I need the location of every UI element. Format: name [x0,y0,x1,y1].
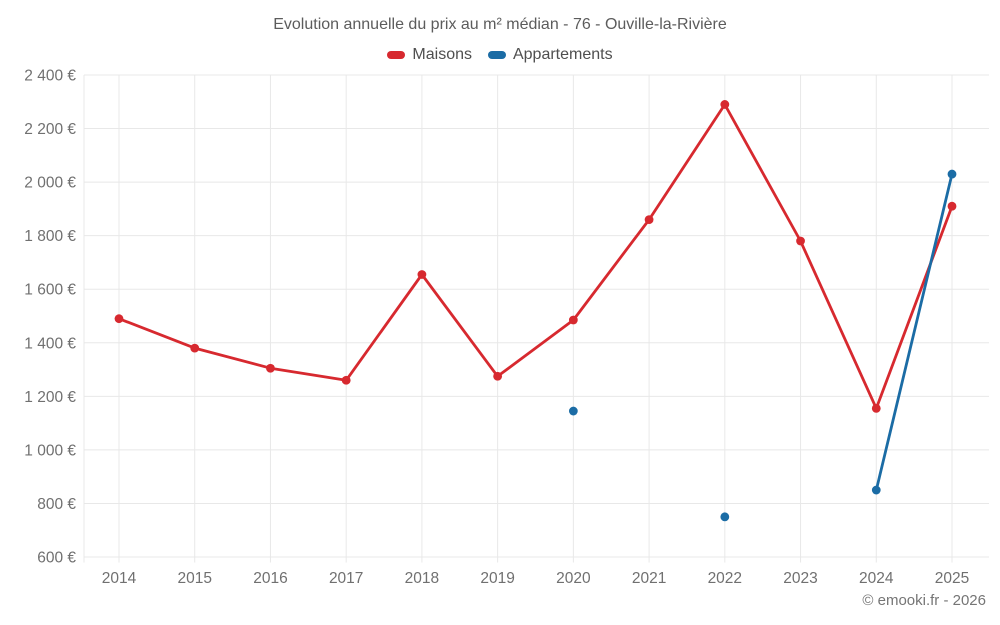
data-point-maisons-2023[interactable] [796,236,805,246]
data-point-appartements-2024[interactable] [871,485,881,495]
data-point-appartements-2022[interactable] [720,512,730,522]
data-point-appartements-2025[interactable] [947,169,957,179]
data-point-maisons-2019[interactable] [493,371,503,381]
chart-legend: Maisons Appartements [0,46,1000,64]
x-axis-tick-label: 2015 [177,570,211,587]
data-point-maisons-2025[interactable] [947,201,957,211]
y-axis-tick-label: 1 000 € [24,442,76,459]
y-axis-tick-label: 2 200 € [24,121,76,138]
data-point-maisons-2017[interactable] [341,375,351,385]
data-point-maisons-2022[interactable] [720,100,730,109]
legend-item-maisons[interactable]: Maisons [387,46,472,64]
x-axis-tick-label: 2020 [556,570,591,587]
x-axis-tick-label: 2014 [102,570,137,587]
data-point-maisons-2016[interactable] [266,363,275,373]
legend-label-appartements: Appartements [512,46,613,63]
data-point-maisons-2021[interactable] [644,215,654,225]
legend-item-appartements[interactable]: Appartements [487,46,613,64]
data-point-maisons-2024[interactable] [871,403,881,413]
legend-swatch-appartements [487,51,506,59]
data-point-maisons-2015[interactable] [190,343,200,353]
copyright-credit: © emooki.fr - 2026 [862,592,986,609]
y-axis-tick-label: 600 € [37,550,76,567]
y-axis-tick-label: 2 400 € [24,68,76,85]
chart-title: Evolution annuelle du prix au m² médian … [273,16,727,33]
y-axis-tick-label: 1 400 € [24,335,76,352]
legend-swatch-maisons [387,51,406,59]
legend-label-maisons: Maisons [412,46,472,63]
x-axis-tick-label: 2018 [405,570,439,587]
x-axis-tick-label: 2021 [632,570,666,587]
y-axis-tick-label: 1 600 € [24,282,76,299]
y-axis-tick-label: 2 000 € [24,175,76,192]
data-point-maisons-2018[interactable] [417,270,427,279]
y-axis-tick-label: 800 € [37,496,76,513]
x-axis-tick-label: 2024 [859,570,894,587]
x-axis-tick-label: 2023 [783,570,817,587]
data-point-maisons-2020[interactable] [568,315,578,325]
x-axis-tick-label: 2017 [329,570,363,587]
y-axis-tick-label: 1 800 € [24,228,76,245]
x-axis-tick-label: 2019 [480,570,514,587]
data-point-appartements-2020[interactable] [568,406,578,416]
x-axis-tick-label: 2022 [708,570,742,587]
y-axis-tick-label: 1 200 € [24,389,76,406]
x-axis-tick-label: 2016 [253,570,287,587]
series-line-maisons [117,103,954,410]
x-axis-tick-label: 2025 [935,570,969,587]
data-point-maisons-2014[interactable] [114,314,124,324]
series-line-appartements [874,172,954,492]
